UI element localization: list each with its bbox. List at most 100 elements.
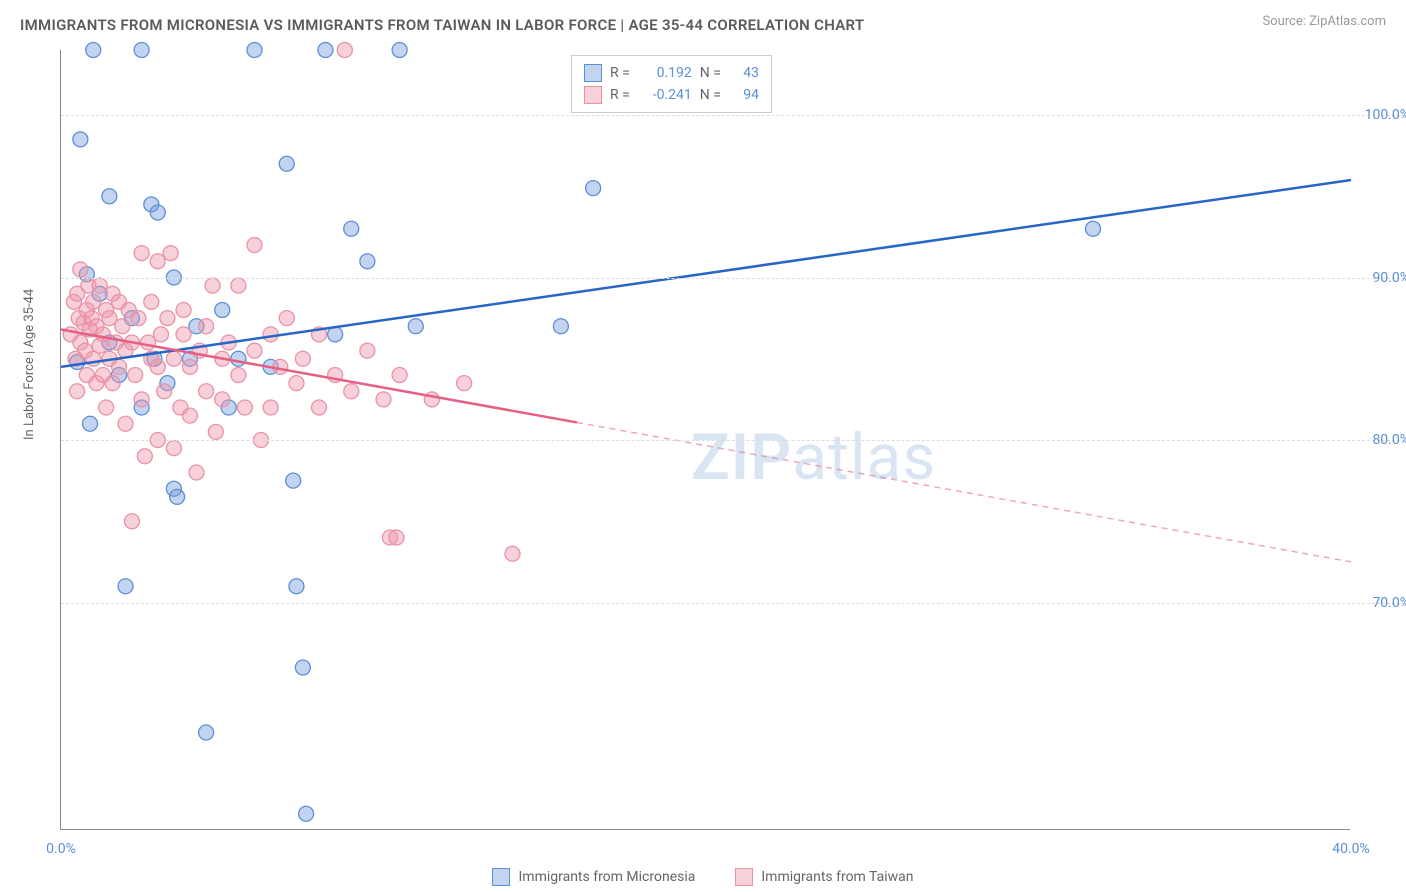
y-tick-label: 70.0% — [1372, 595, 1406, 611]
x-tick-label: 0.0% — [46, 841, 76, 857]
data-point — [118, 416, 133, 431]
data-point — [360, 254, 375, 269]
data-point — [247, 43, 262, 58]
data-point — [337, 43, 352, 58]
swatch-micronesia — [584, 64, 602, 82]
data-point — [134, 392, 149, 407]
data-point — [183, 408, 198, 423]
data-point — [279, 311, 294, 326]
data-point — [83, 416, 98, 431]
swatch-micronesia-b — [492, 868, 510, 886]
legend-item-1: Immigrants from Taiwan — [735, 868, 913, 886]
data-point — [289, 579, 304, 594]
data-point — [199, 319, 214, 334]
data-point — [586, 181, 601, 196]
r-label: R = — [610, 62, 630, 84]
legend-item-0: Immigrants from Micronesia — [492, 868, 695, 886]
data-point — [150, 254, 165, 269]
data-point — [247, 343, 262, 358]
data-point — [231, 351, 246, 366]
data-point — [231, 278, 246, 293]
data-point — [208, 424, 223, 439]
data-point — [105, 376, 120, 391]
data-point — [286, 473, 301, 488]
series-legend: Immigrants from Micronesia Immigrants fr… — [0, 868, 1406, 886]
gridline — [61, 115, 1406, 116]
data-point — [128, 368, 143, 383]
chart-title: IMMIGRANTS FROM MICRONESIA VS IMMIGRANTS… — [20, 16, 864, 34]
legend-label-1: Immigrants from Taiwan — [761, 869, 913, 885]
y-axis-label: In Labor Force | Age 35-44 — [22, 289, 37, 440]
swatch-taiwan-b — [735, 868, 753, 886]
data-point — [73, 132, 88, 147]
data-point — [118, 579, 133, 594]
data-point — [263, 327, 278, 342]
data-point — [215, 303, 230, 318]
data-point — [134, 246, 149, 261]
y-tick-label: 90.0% — [1372, 270, 1406, 286]
data-point — [392, 43, 407, 58]
chart-plot-area: R = 0.192 N = 43 R = -0.241 N = 94 ZIPat… — [60, 50, 1350, 830]
data-point — [505, 546, 520, 561]
stats-legend: R = 0.192 N = 43 R = -0.241 N = 94 — [571, 55, 772, 113]
data-point — [205, 278, 220, 293]
data-point — [231, 368, 246, 383]
regression-line-extrapolated — [577, 422, 1351, 561]
data-point — [215, 392, 230, 407]
data-point — [176, 303, 191, 318]
data-point — [457, 376, 472, 391]
data-point — [247, 238, 262, 253]
n-label: N = — [700, 62, 721, 84]
data-point — [95, 327, 110, 342]
data-point — [176, 327, 191, 342]
n-label: N = — [700, 84, 721, 106]
data-point — [166, 351, 181, 366]
data-point — [408, 319, 423, 334]
data-point — [295, 660, 310, 675]
data-point — [344, 384, 359, 399]
data-point — [70, 384, 85, 399]
data-point — [86, 294, 101, 309]
data-point — [299, 806, 314, 821]
gridline — [61, 603, 1406, 604]
data-point — [189, 465, 204, 480]
data-point — [344, 221, 359, 236]
r-value-0: 0.192 — [638, 62, 692, 84]
y-tick-label: 100.0% — [1365, 107, 1406, 123]
data-point — [199, 384, 214, 399]
data-point — [102, 189, 117, 204]
data-point — [1086, 221, 1101, 236]
y-tick-label: 80.0% — [1372, 432, 1406, 448]
data-point — [157, 384, 172, 399]
data-point — [124, 514, 139, 529]
x-tick-label: 40.0% — [1332, 841, 1370, 857]
r-label: R = — [610, 84, 630, 106]
data-point — [86, 43, 101, 58]
data-point — [318, 43, 333, 58]
source-link[interactable]: ZipAtlas.com — [1309, 14, 1386, 29]
data-point — [150, 359, 165, 374]
data-point — [150, 205, 165, 220]
data-point — [389, 530, 404, 545]
stats-legend-row-0: R = 0.192 N = 43 — [584, 62, 759, 84]
data-point — [137, 449, 152, 464]
n-value-1: 94 — [729, 84, 759, 106]
source-label: Source: — [1262, 14, 1305, 29]
data-point — [134, 43, 149, 58]
data-point — [360, 343, 375, 358]
data-point — [160, 311, 175, 326]
data-point — [199, 725, 214, 740]
data-point — [295, 351, 310, 366]
data-point — [73, 262, 88, 277]
data-point — [115, 319, 130, 334]
data-point — [141, 335, 156, 350]
data-point — [279, 156, 294, 171]
data-point — [131, 311, 146, 326]
swatch-taiwan — [584, 86, 602, 104]
stats-legend-row-1: R = -0.241 N = 94 — [584, 84, 759, 106]
data-point — [99, 400, 114, 415]
data-point — [183, 359, 198, 374]
gridline — [61, 440, 1406, 441]
data-point — [102, 311, 117, 326]
data-point — [553, 319, 568, 334]
